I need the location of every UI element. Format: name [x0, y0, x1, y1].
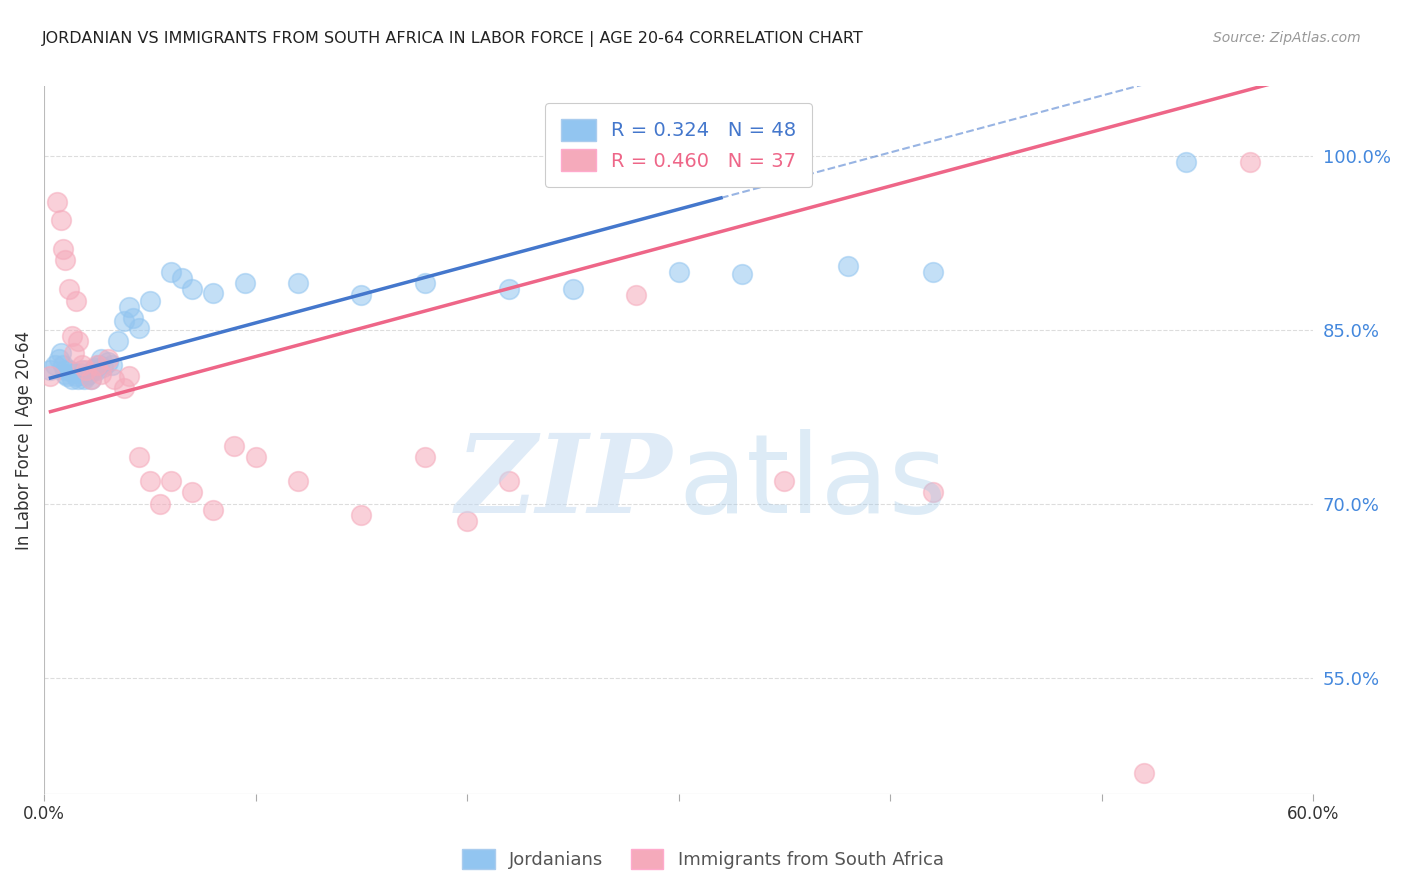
Point [350, 508, 373, 523]
Point [561, 282, 583, 296]
Point [224, 439, 246, 453]
Point [86, 358, 108, 372]
Point [139, 293, 162, 308]
Point [1175, 154, 1198, 169]
Point [1239, 154, 1261, 169]
Point [49, 212, 72, 227]
Point [45, 195, 67, 210]
Point [70, 358, 93, 372]
Point [97, 351, 120, 366]
Point [62, 366, 84, 380]
Point [202, 502, 225, 516]
Point [62, 346, 84, 360]
Point [245, 450, 267, 465]
Point [83, 361, 105, 376]
Point [60, 328, 83, 343]
Point [58, 282, 80, 296]
Point [90, 351, 112, 366]
Point [66, 334, 89, 349]
Point [1133, 765, 1156, 780]
Point [139, 474, 162, 488]
Point [70, 363, 93, 377]
Point [107, 334, 129, 349]
Text: ZIP: ZIP [456, 429, 672, 536]
Point [101, 358, 124, 372]
Point [498, 282, 520, 296]
Point [160, 474, 183, 488]
Point [97, 355, 120, 369]
Point [90, 367, 112, 381]
Point [39, 369, 62, 384]
Point [52, 242, 75, 256]
Point [49, 346, 72, 360]
Point [181, 282, 204, 296]
Point [58, 363, 80, 377]
Point [202, 285, 225, 300]
Point [53, 253, 76, 268]
Point [60, 371, 83, 385]
Point [114, 381, 136, 395]
Point [921, 265, 943, 279]
Point [56, 369, 79, 384]
Point [170, 270, 193, 285]
Text: JORDANIAN VS IMMIGRANTS FROM SOUTH AFRICA IN LABOR FORCE | AGE 20-64 CORRELATION: JORDANIAN VS IMMIGRANTS FROM SOUTH AFRIC… [42, 31, 863, 47]
Point [181, 485, 204, 500]
Point [731, 267, 754, 281]
Point [118, 300, 141, 314]
Point [122, 311, 145, 326]
Text: atlas: atlas [679, 429, 948, 536]
Point [498, 474, 520, 488]
Point [79, 371, 101, 385]
Point [456, 514, 478, 528]
Point [87, 358, 110, 372]
Point [65, 293, 87, 308]
Point [626, 288, 648, 302]
Point [668, 265, 690, 279]
Point [837, 259, 859, 273]
Point [413, 450, 436, 465]
Point [91, 359, 114, 374]
Point [44, 358, 66, 372]
Point [52, 358, 75, 372]
Point [160, 265, 183, 279]
Point [773, 474, 796, 488]
Text: Source: ZipAtlas.com: Source: ZipAtlas.com [1213, 31, 1361, 45]
Point [921, 485, 943, 500]
Point [75, 369, 97, 384]
Point [233, 277, 256, 291]
Point [413, 277, 436, 291]
Point [73, 371, 96, 385]
Point [39, 363, 62, 377]
Point [114, 313, 136, 327]
Point [79, 371, 101, 385]
Point [82, 363, 104, 377]
Point [69, 366, 91, 380]
Point [65, 369, 87, 384]
Point [66, 371, 89, 385]
Point [287, 277, 309, 291]
Point [128, 450, 150, 465]
Point [350, 288, 373, 302]
Legend: R = 0.324   N = 48, R = 0.460   N = 37: R = 0.324 N = 48, R = 0.460 N = 37 [546, 103, 813, 187]
Point [128, 320, 150, 334]
Y-axis label: In Labor Force | Age 20-64: In Labor Force | Age 20-64 [15, 330, 32, 549]
Point [287, 474, 309, 488]
Point [77, 367, 100, 381]
Point [75, 363, 97, 377]
Point [53, 363, 76, 377]
Point [48, 351, 70, 366]
Point [103, 371, 125, 385]
Point [149, 497, 172, 511]
Point [86, 363, 108, 377]
Point [53, 367, 76, 381]
Legend: Jordanians, Immigrants from South Africa: Jordanians, Immigrants from South Africa [453, 839, 953, 879]
Point [118, 369, 141, 384]
